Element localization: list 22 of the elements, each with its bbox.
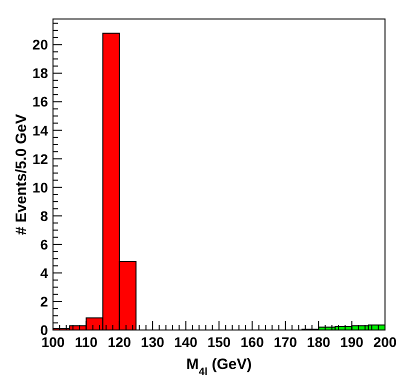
x-tick-label: 190 (340, 334, 364, 350)
y-tick-label: 16 (32, 94, 48, 110)
x-tick-label: 120 (108, 334, 132, 350)
y-tick-label: 2 (40, 293, 48, 310)
y-tick-label: 20 (32, 36, 48, 53)
y-tick-label: 14 (32, 122, 48, 138)
y-tick-label: 18 (32, 65, 48, 82)
x-tick-label: 110 (74, 334, 98, 350)
y-axis-title: # Events/5.0 GeV (13, 114, 30, 235)
x-tick-label: 140 (174, 334, 198, 350)
x-tick-label: 170 (274, 334, 298, 350)
x-tick-label: 160 (240, 334, 264, 350)
y-tick-label: 8 (40, 208, 48, 224)
x-tick-label: 180 (306, 334, 330, 350)
x-tick-label: 150 (207, 334, 231, 350)
x-tick-label: 200 (373, 334, 397, 350)
x-axis-title: M$_{4l}$ (GeV) (186, 356, 252, 378)
x-tick-label: 130 (140, 334, 164, 350)
y-tick-label: 6 (40, 236, 48, 252)
y-tick-label: 10 (32, 179, 48, 196)
y-tick-label: 4 (40, 264, 48, 281)
y-tick-label: 12 (32, 150, 48, 167)
